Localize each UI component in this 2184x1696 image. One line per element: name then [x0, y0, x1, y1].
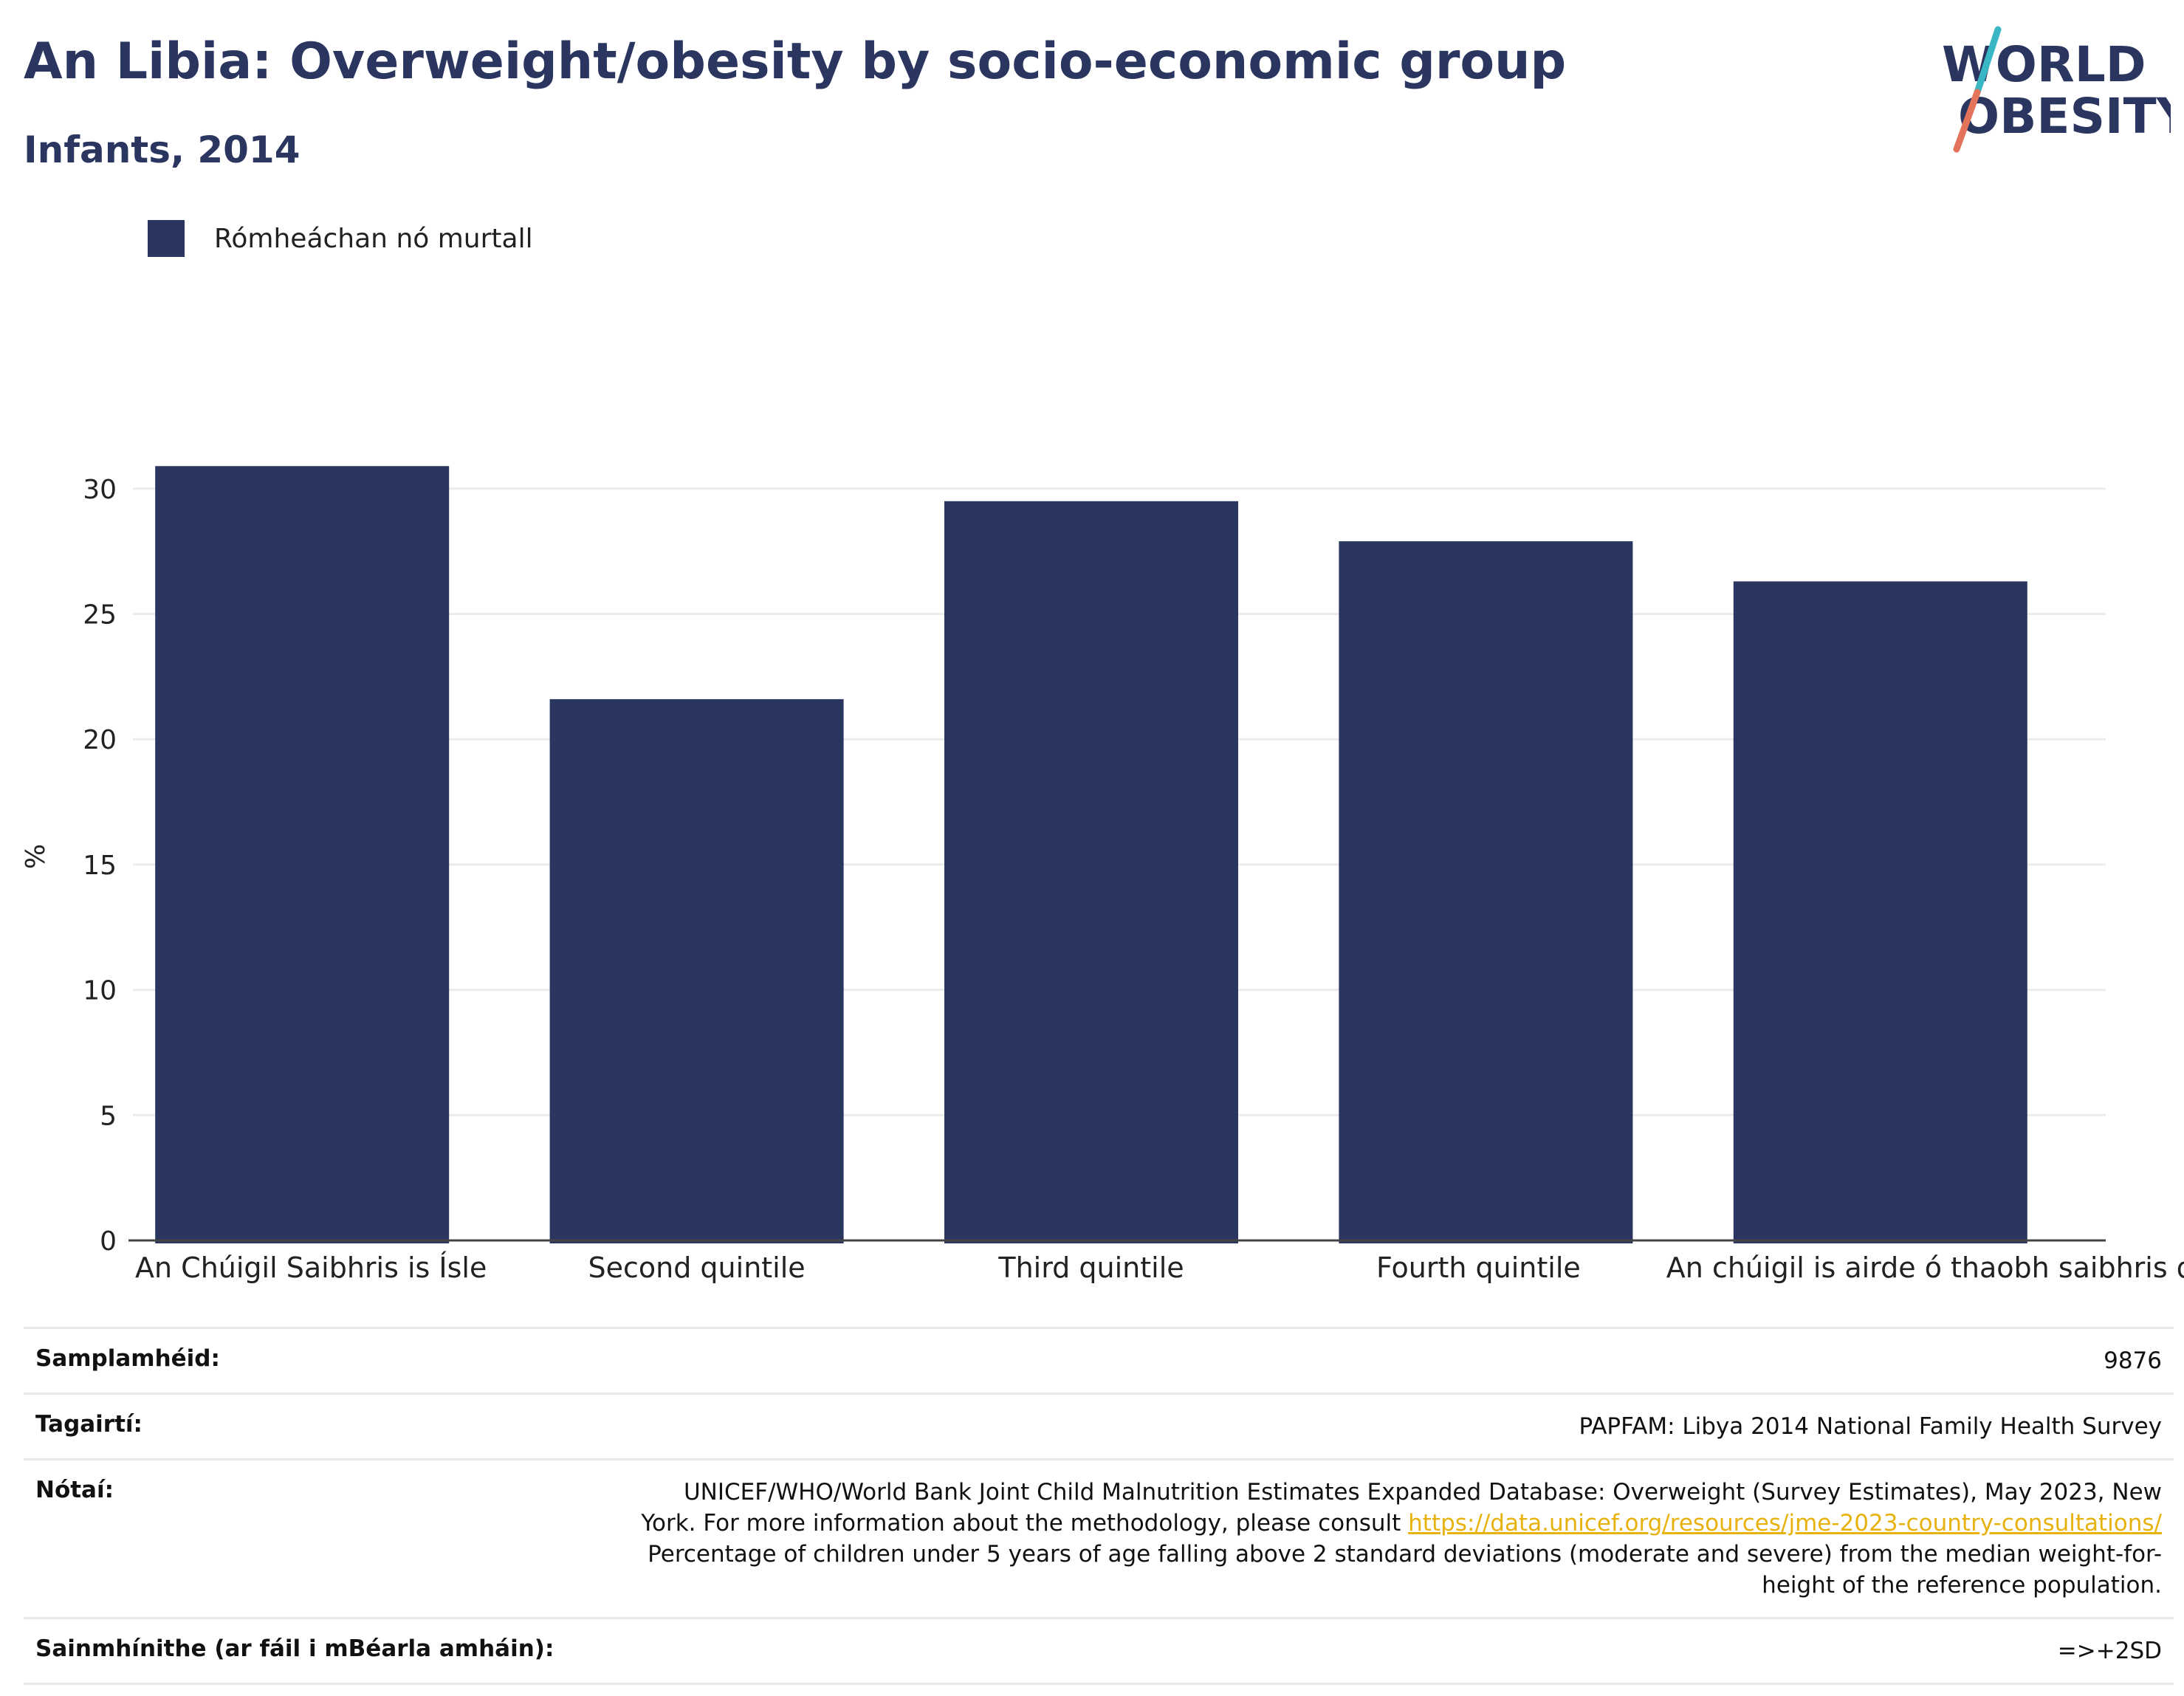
bar	[1733, 581, 2027, 1243]
chart-legend: Rómheáchan nó murtall	[148, 219, 533, 258]
x-tick-label: Fourth quintile	[1376, 1252, 1581, 1284]
methodology-link[interactable]: https://data.unicef.org/resources/jme-20…	[1408, 1510, 2162, 1537]
bar	[944, 501, 1238, 1243]
page-title: An Libia: Overweight/obesity by socio-ec…	[24, 32, 1567, 91]
bars	[155, 466, 2027, 1243]
meta-sample-value: 9876	[566, 1327, 2174, 1394]
world-obesity-logo: WORLD OBESITY	[1942, 26, 2171, 153]
meta-row-definitions: Sainmhínithe (ar fáil i mBéarla amháin):…	[24, 1617, 2174, 1685]
page-subtitle: Infants, 2014	[24, 128, 301, 171]
meta-notes-label: Nótaí:	[24, 1458, 566, 1618]
y-tick-label: 30	[83, 475, 117, 505]
x-tick-label: An chúigil is airde ó thaobh saibhris de	[1666, 1252, 2184, 1284]
y-tick-label: 5	[100, 1101, 117, 1131]
bar-chart: 0 5 10 15 20 25 30 An Chúigil Saibhris is Ísle…	[21, 466, 2184, 1284]
notes-line-1: UNICEF/WHO/World Bank Joint Child Malnut…	[683, 1479, 2162, 1506]
x-tick-labels: An Chúigil Saibhris is Ísle Second quinti…	[135, 1252, 2184, 1284]
y-tick-label: 0	[100, 1226, 117, 1257]
meta-row-notes: Nótaí: UNICEF/WHO/World Bank Joint Child…	[24, 1458, 2174, 1618]
bar	[155, 466, 450, 1243]
notes-line-4: height of the reference population.	[1762, 1572, 2162, 1599]
meta-defs-value: =>+2SD	[566, 1617, 2174, 1685]
logo-word-world: WORLD	[1942, 36, 2146, 93]
bar	[1339, 541, 1633, 1243]
meta-sample-label: Samplamhéid:	[24, 1327, 566, 1394]
y-axis-label: %	[21, 844, 51, 869]
legend-swatch	[148, 220, 185, 257]
logo-word-obesity: OBESITY	[1958, 88, 2171, 145]
notes-line-2: York. For more information about the met…	[641, 1510, 1409, 1537]
y-tick-label: 20	[83, 725, 117, 755]
metadata-table: Samplamhéid: 9876 Tagairtí: PAPFAM: Liby…	[24, 1327, 2174, 1685]
meta-row-sample: Samplamhéid: 9876	[24, 1327, 2174, 1394]
bar	[549, 698, 844, 1243]
y-tick-label: 25	[83, 600, 117, 631]
x-tick-label: An Chúigil Saibhris is Ísle	[135, 1252, 487, 1284]
y-tick-label: 15	[83, 851, 117, 881]
meta-defs-label: Sainmhínithe (ar fáil i mBéarla amháin):	[24, 1617, 566, 1685]
meta-notes-value: UNICEF/WHO/World Bank Joint Child Malnut…	[566, 1458, 2174, 1618]
y-tick-labels: 0 5 10 15 20 25 30	[83, 475, 117, 1257]
notes-line-3: Percentage of children under 5 years of …	[648, 1541, 2162, 1568]
y-tick-label: 10	[83, 976, 117, 1006]
x-tick-label: Second quintile	[588, 1252, 806, 1284]
x-tick-label: Third quintile	[997, 1252, 1184, 1284]
meta-refs-value: PAPFAM: Libya 2014 National Family Healt…	[566, 1393, 2174, 1460]
legend-label: Rómheáchan nó murtall	[214, 223, 533, 254]
meta-row-references: Tagairtí: PAPFAM: Libya 2014 National Fa…	[24, 1393, 2174, 1460]
meta-refs-label: Tagairtí:	[24, 1393, 566, 1460]
